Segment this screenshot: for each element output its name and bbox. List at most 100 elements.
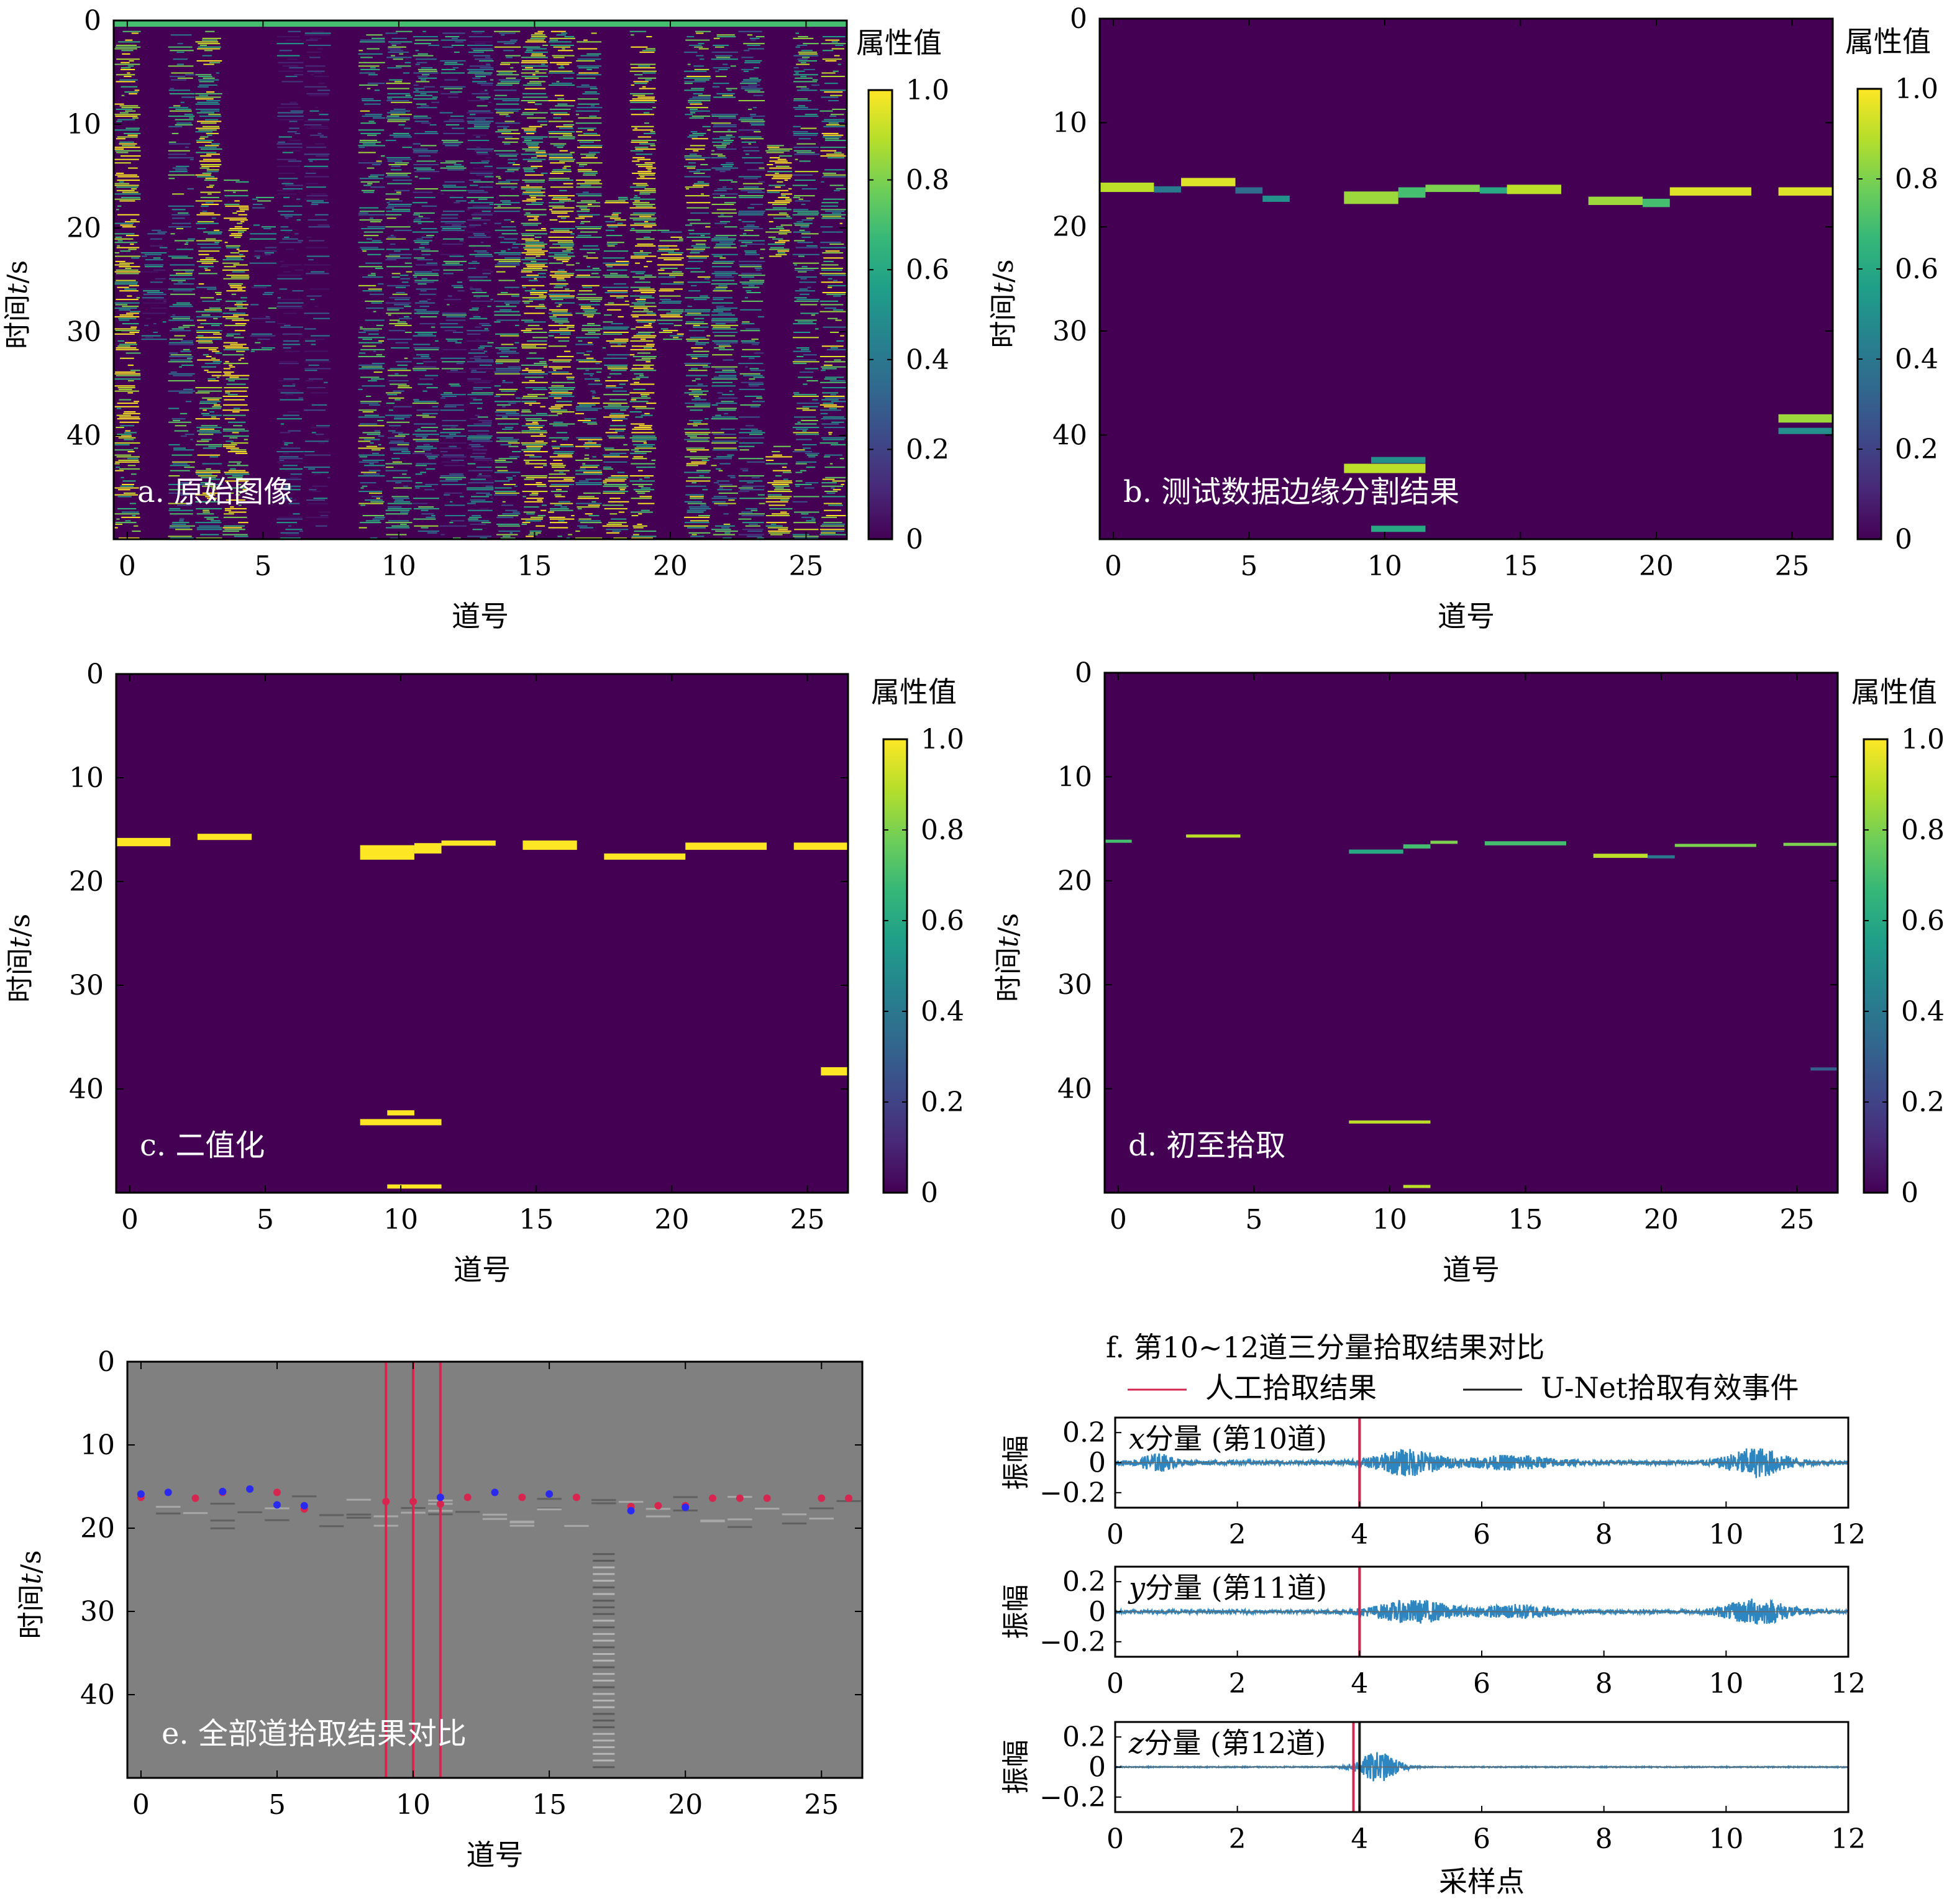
panel-a-pixel-row (470, 499, 486, 501)
panel-a-pixel-row (772, 454, 783, 456)
panel-a-pixel-row (632, 219, 656, 221)
panel-a-pixel-row (176, 504, 192, 506)
panel-a-pixel-row (169, 525, 195, 527)
panel-a-pixel-row (549, 473, 566, 475)
panel-a-pixel-row (170, 354, 192, 356)
panel-a-pixel-row (824, 83, 838, 84)
panel-a-pixel-row (730, 65, 736, 67)
panel-a-pixel-row (666, 312, 682, 314)
panel-a-pixel-row (678, 238, 683, 240)
panel-a-pixel-row (360, 482, 376, 484)
panel-a-pixel-row (202, 125, 219, 127)
panel-a-pixel-row (199, 116, 222, 117)
panel-a-pixel-row (224, 217, 247, 219)
panel-a-pixel-row (649, 323, 652, 325)
panel-a-pixel-row (558, 138, 575, 140)
panel-a-pixel-row (131, 188, 137, 189)
panel-a-pixel-row (792, 534, 810, 535)
panel-a-pixel-row (358, 425, 385, 427)
panel-a-pixel-row (496, 74, 519, 76)
panel-a-pixel-row (523, 268, 542, 270)
panel-a-pixel-row (604, 408, 629, 409)
panel-a-pixel-row (822, 136, 842, 138)
panel-a-pixel-row (590, 375, 593, 376)
panel-a-pixel-row (800, 312, 819, 314)
panel-a-pixel-row (586, 357, 594, 359)
panel-a-pixel-row (227, 421, 246, 423)
panel-a-pixel-row (280, 532, 299, 534)
panel-a-pixel-row (358, 368, 385, 370)
panel-a-pixel-row (687, 440, 709, 442)
panel-e-trace-stripe (156, 1512, 181, 1515)
panel-a-pixel-row (631, 125, 654, 127)
panel-a-pixel-row (720, 195, 725, 197)
panel-a-pixel-row (413, 164, 439, 166)
panel-a-pixel-row (630, 257, 645, 259)
panel-a-pixel-row (531, 36, 547, 38)
panel-a-pixel-row (216, 72, 219, 74)
panel-a-pixel-row (292, 150, 301, 152)
panel-a-pixel-row (288, 503, 300, 504)
panel-a-pixel-row (526, 306, 545, 307)
panel-a-pixel-row (495, 480, 510, 482)
panel-a-pixel-row (387, 257, 411, 259)
panel-a-pixel-row (468, 110, 491, 112)
panel-e-manual-pick-point (572, 1493, 580, 1501)
panel-a-pixel-row (392, 180, 413, 181)
panel-a-pixel-row (442, 143, 462, 145)
panel-d-event-segment (1186, 834, 1241, 838)
panel-a-pixel-row (277, 278, 303, 280)
panel-a-pixel-row (386, 157, 411, 158)
panel-a-pixel-row (741, 81, 760, 83)
panel-e-manual-pick-point (736, 1494, 744, 1502)
panel-a-pixel-row (686, 463, 706, 465)
panel-e-manual-pick-point (463, 1493, 472, 1501)
panel-a-pixel-row (823, 172, 836, 174)
panel-a-pixel-row (583, 172, 598, 174)
panel-a-pixel-row (385, 32, 398, 34)
panel-a-pixel-row (700, 164, 708, 166)
panel-a-pixel-row (403, 72, 410, 74)
panel-a-pixel-row (440, 253, 462, 255)
panel-a-pixel-row (591, 32, 597, 34)
panel-a-pixel-row (499, 195, 519, 197)
panel-a-pixel-row (637, 523, 642, 525)
panel-a-pixel-row (117, 205, 122, 207)
panel-a-pixel-row (387, 119, 410, 121)
panel-a-pixel-row (796, 403, 820, 404)
panel-a-pixel-row (739, 228, 764, 230)
panel-a-pixel-row (370, 221, 381, 222)
panel-a-pixel-row (825, 138, 839, 140)
panel-a-pixel-row (198, 434, 214, 435)
panel-a-pixel-row (684, 81, 706, 83)
panel-a-pixel-row (494, 371, 519, 373)
panel-a-pixel-row (441, 461, 459, 463)
panel-a-pixel-row (745, 244, 765, 245)
panel-a-pixel-row (795, 32, 800, 34)
panel-a-pixel-row (415, 487, 420, 489)
panel-a-pixel-row (693, 421, 701, 423)
panel-a-pixel-row (306, 147, 326, 148)
panel-c-y-tick-label: 30 (69, 970, 104, 1001)
panel-a-pixel-row (283, 196, 290, 198)
panel-a-pixel-row (496, 84, 513, 86)
panel-f-z-x-tick-label: 8 (1595, 1823, 1613, 1855)
panel-a-pixel-row (715, 76, 727, 78)
panel-a-pixel-row (282, 452, 290, 454)
panel-a-pixel-row (575, 269, 601, 271)
panel-a-pixel-row (741, 283, 764, 285)
panel-a-pixel-row (793, 262, 819, 264)
panel-a-pixel-row (590, 105, 595, 107)
panel-a-pixel-row (609, 513, 618, 515)
panel-a-pixel-row (643, 132, 656, 134)
panel-a-pixel-row (819, 300, 839, 302)
panel-a-pixel-row (741, 300, 764, 302)
panel-a-pixel-row (742, 147, 759, 148)
panel-a-pixel-row (643, 309, 649, 311)
panel-a-pixel-row (549, 205, 565, 207)
panel-a-pixel-row (795, 224, 810, 226)
panel-a-pixel-row (522, 522, 531, 524)
panel-a-pixel-row (198, 46, 221, 48)
panel-a-pixel-row (689, 153, 698, 155)
panel-a-pixel-row (526, 357, 544, 359)
